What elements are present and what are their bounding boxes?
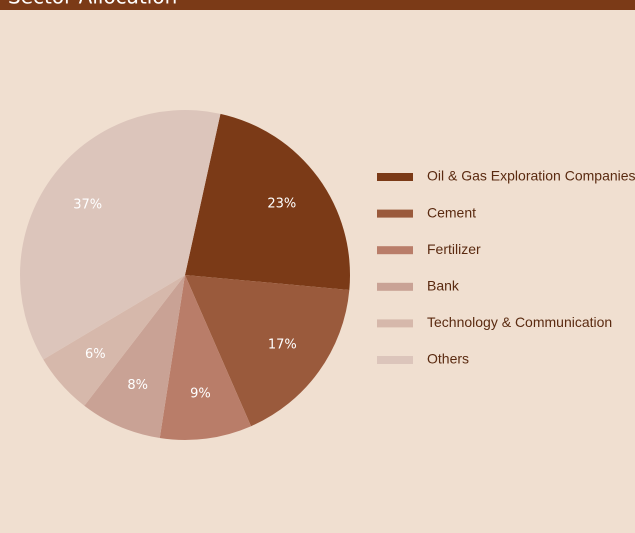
legend-swatch bbox=[377, 173, 413, 181]
pie-slice bbox=[84, 275, 185, 439]
header-bar bbox=[0, 0, 635, 10]
legend-label: Bank bbox=[427, 278, 460, 294]
pie-slice bbox=[20, 109, 221, 360]
legend-swatch bbox=[377, 356, 413, 364]
legend-swatch bbox=[377, 246, 413, 255]
slice-label: 23% bbox=[267, 197, 296, 212]
slice-label: 9% bbox=[190, 387, 211, 402]
slice-label: 6% bbox=[85, 347, 106, 362]
slice-label: 17% bbox=[268, 338, 297, 353]
legend-swatch bbox=[377, 209, 413, 218]
pie-slice bbox=[159, 275, 252, 440]
slice-label: 37% bbox=[73, 197, 102, 212]
legend-label: Others bbox=[427, 351, 469, 367]
chart-title: Sector Allocation bbox=[8, 0, 177, 9]
pie-slice bbox=[185, 113, 350, 290]
slice-label: 8% bbox=[127, 378, 148, 393]
pie-slice bbox=[43, 275, 185, 406]
legend-label: Technology & Communication bbox=[427, 314, 612, 330]
legend-swatch bbox=[377, 282, 413, 291]
pie-slice bbox=[185, 275, 350, 427]
legend-label: Oil & Gas Exploration Companies bbox=[427, 168, 635, 184]
legend-label: Cement bbox=[427, 204, 476, 220]
legend-swatch bbox=[377, 319, 413, 328]
legend-label: Fertilizer bbox=[427, 241, 481, 257]
